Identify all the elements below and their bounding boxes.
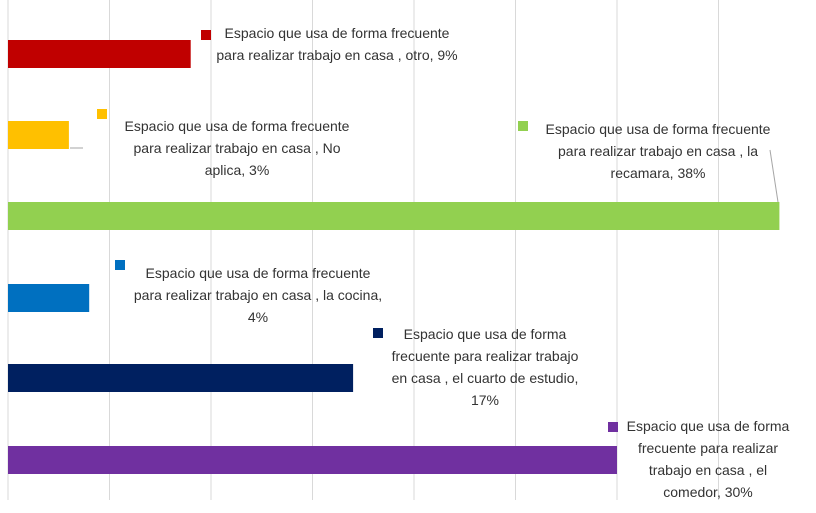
legend-key [608, 422, 618, 432]
legend-key [201, 30, 211, 40]
legend-key [97, 109, 107, 119]
bar [8, 121, 69, 149]
bar [8, 364, 354, 392]
bar [8, 284, 90, 312]
leader-line [769, 149, 779, 203]
legend-key [373, 328, 383, 338]
data-label: Espacio que usa de forma frecuente para … [133, 265, 383, 325]
legend-key [115, 260, 125, 270]
data-label: Espacio que usa de forma frecuente para … [124, 118, 350, 178]
data-label: Espacio que usa de forma frecuente para … [391, 326, 579, 408]
bar [8, 202, 780, 230]
bar [8, 446, 617, 474]
bar [8, 40, 191, 68]
legend-key [518, 121, 528, 131]
data-label: Espacio que usa de forma frecuente para … [626, 418, 790, 500]
data-label: Espacio que usa de forma frecuente para … [545, 121, 771, 181]
data-label: Espacio que usa de forma frecuente para … [216, 25, 458, 63]
